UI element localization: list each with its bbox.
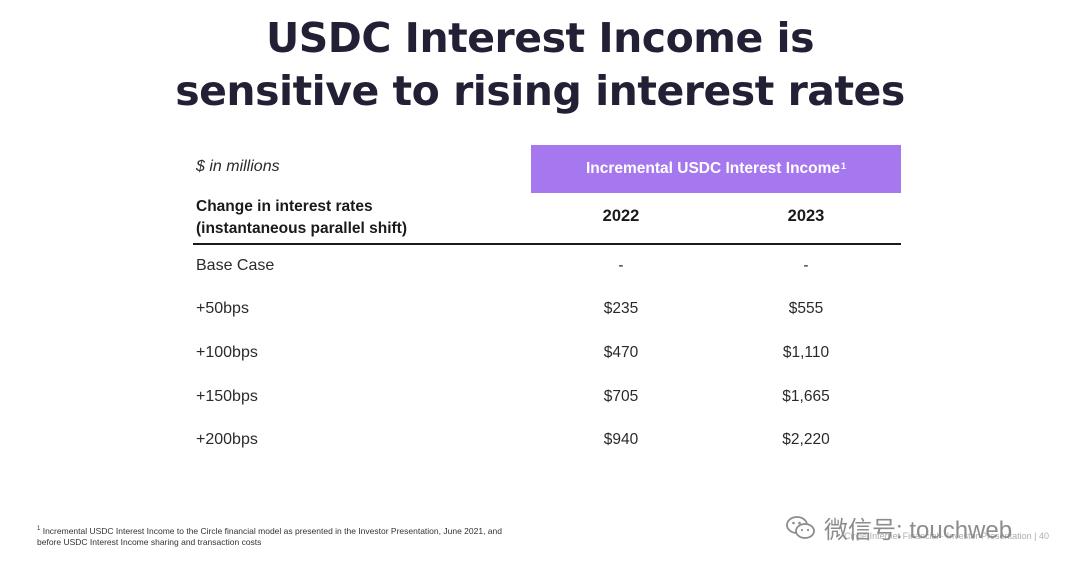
- table-row: +200bps $940 $2,220: [0, 431, 1080, 455]
- value-2022: -: [618, 257, 624, 274]
- row-header-line-1: Change in interest rates: [196, 198, 373, 215]
- value-2023: $2,220: [782, 431, 830, 448]
- table-row: +100bps $470 $1,110: [0, 344, 1080, 368]
- income-header-band: Incremental USDC Interest Income 1: [531, 145, 901, 193]
- row-header-line-2: (instantaneous parallel shift): [196, 220, 408, 237]
- table-row: +150bps $705 $1,665: [0, 388, 1080, 412]
- watermark: 微信号: touchweb: [786, 510, 1012, 545]
- footnote-marker: 1: [841, 161, 847, 171]
- income-header-label: Incremental USDC Interest Income: [585, 160, 841, 177]
- footnote: 1 Incremental USDC Interest Income to th…: [37, 524, 557, 548]
- year-header-2023: 2023: [787, 207, 825, 225]
- title-line-1: USDC Interest Income is: [265, 14, 815, 62]
- footnote-line-2: before USDC Interest Income sharing and …: [37, 536, 262, 547]
- value-2022: $235: [603, 300, 639, 317]
- value-2023: $555: [788, 300, 824, 317]
- row-header: Change in interest rates (instantaneous …: [196, 196, 407, 240]
- value-2022: $940: [603, 431, 639, 448]
- value-2023: -: [803, 257, 809, 274]
- units-label: $ in millions: [196, 158, 280, 175]
- value-2022: $705: [603, 388, 639, 405]
- page-footer: Circle Internet Financial · Investor Pre…: [844, 531, 1049, 541]
- row-label: +50bps: [196, 300, 249, 317]
- header-divider: [193, 243, 901, 245]
- table-row: Base Case - -: [0, 257, 1080, 281]
- row-label: +150bps: [196, 388, 258, 405]
- row-label: +100bps: [196, 344, 258, 361]
- row-label: +200bps: [196, 431, 258, 448]
- year-header-2022: 2022: [602, 207, 640, 225]
- value-2023: $1,665: [782, 388, 830, 405]
- page-title: USDC Interest Income is sensitive to ris…: [0, 12, 1080, 118]
- wechat-icon: [786, 515, 816, 541]
- table-row: +50bps $235 $555: [0, 300, 1080, 324]
- value-2022: $470: [603, 344, 639, 361]
- title-line-2: sensitive to rising interest rates: [175, 67, 905, 115]
- row-label: Base Case: [196, 257, 275, 274]
- footnote-line-1: Incremental USDC Interest Income to the …: [42, 525, 502, 536]
- value-2023: $1,110: [782, 344, 830, 361]
- watermark-text: 微信号: touchweb: [824, 517, 1013, 544]
- footnote-number: 1: [37, 526, 41, 532]
